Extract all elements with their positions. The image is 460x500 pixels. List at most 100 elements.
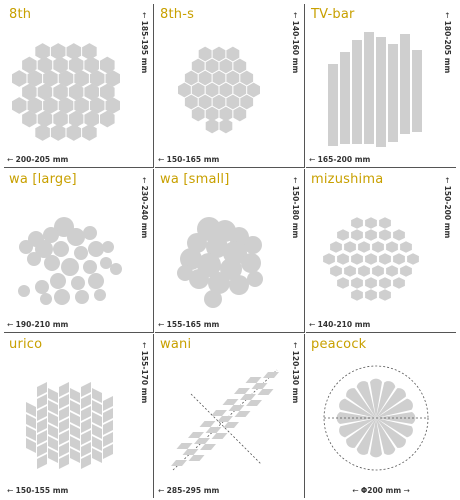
chevron-piece [48, 424, 58, 439]
hex-piece [379, 289, 391, 301]
hex-piece [84, 110, 99, 128]
hex-piece [337, 253, 349, 265]
petal-piece [376, 388, 406, 418]
chevron-piece [48, 388, 58, 403]
parallelogram-piece [205, 427, 222, 433]
tile-card-wa-large: wa [large] ← 230-240 mm ← 190-210 mm [4, 169, 154, 333]
parallelogram-piece [188, 455, 205, 461]
petal-piece [370, 378, 382, 418]
hex-piece [233, 82, 247, 98]
tile-8th-shape [12, 43, 120, 141]
chevron-piece [37, 430, 47, 445]
tile-name: wa [small] [160, 172, 230, 187]
hex-piece [240, 70, 254, 86]
circle-piece [35, 280, 49, 294]
circle-piece [71, 276, 85, 290]
hex-piece [66, 124, 82, 141]
hex-piece [379, 277, 391, 289]
height-dimension: 155-170 mm [140, 350, 149, 404]
hex-piece [219, 82, 233, 98]
hex-piece [105, 97, 120, 114]
hex-piece [89, 97, 105, 114]
hex-piece [43, 97, 58, 114]
circle-piece [247, 271, 263, 287]
chevron-piece [48, 412, 58, 427]
petal-group [376, 418, 396, 455]
tile-wa-small-shape [177, 217, 263, 308]
petal-group [339, 418, 376, 438]
bar-piece [400, 34, 410, 134]
hex-piece [365, 277, 377, 289]
circle-piece [241, 253, 261, 273]
circle-piece [61, 258, 79, 276]
hex-piece [198, 94, 212, 110]
chevron-piece [26, 438, 36, 453]
hex-piece [351, 289, 363, 301]
tile-name: 8th-s [160, 7, 195, 22]
hex-piece [351, 277, 363, 289]
parallelogram-piece [257, 389, 274, 395]
circle-piece [18, 285, 30, 297]
hex-piece [226, 70, 240, 86]
hex-piece [100, 56, 115, 74]
hex-piece [68, 110, 84, 128]
parallelogram-piece [199, 421, 216, 427]
hex-piece [400, 241, 412, 253]
petal-group [376, 381, 396, 418]
chevron-piece [81, 394, 91, 409]
chevron-piece [70, 436, 80, 451]
circle-piece [110, 263, 122, 275]
chevron-piece [59, 430, 69, 445]
hex-piece [379, 217, 391, 229]
circle-piece [102, 241, 114, 253]
hex-piece [379, 229, 391, 241]
parallelogram-piece [251, 383, 268, 389]
circle-piece [208, 272, 230, 294]
hex-piece [82, 124, 97, 141]
parallelogram-piece [194, 438, 210, 444]
petal-group [376, 418, 406, 448]
parallelogram-piece [234, 388, 250, 394]
tile-card-mizushima: mizushima ← 150-200 mm ← 140-210 mm [306, 169, 456, 333]
hex-piece [22, 56, 37, 74]
hex-piece [351, 253, 363, 265]
hex-piece [372, 265, 384, 277]
chevron-piece [26, 414, 36, 429]
chevron-piece [70, 412, 80, 427]
circle-piece [206, 236, 228, 258]
tile-card-urico: urico ← 155-170 mm ← 150-155 mm [4, 334, 154, 498]
petal-group [346, 418, 376, 448]
hex-piece [100, 83, 115, 101]
petal-group [356, 418, 376, 455]
hex-piece [393, 277, 405, 289]
hex-piece [58, 70, 74, 87]
hex-piece [379, 253, 391, 265]
petal-piece [356, 418, 376, 455]
hex-piece [358, 241, 370, 253]
circle-piece [75, 290, 89, 304]
tile-urico-shape [26, 382, 113, 469]
tile-name: TV-bar [311, 7, 355, 22]
hex-piece [337, 277, 349, 289]
circle-piece [94, 289, 106, 301]
hex-piece [386, 265, 398, 277]
tile-card-peacock: peacock ← Φ200 mm → [306, 334, 456, 498]
chevron-piece [70, 400, 80, 415]
hex-piece [212, 94, 226, 110]
tile-name: wani [160, 337, 192, 352]
hex-piece [35, 124, 50, 141]
height-dimension: 150-180 mm [291, 185, 300, 239]
petal-piece [346, 388, 376, 418]
hex-piece [66, 43, 82, 60]
hex-piece [205, 58, 219, 74]
petal-piece [376, 418, 413, 438]
parallelogram-piece [240, 394, 256, 400]
hex-piece [68, 83, 84, 101]
hex-piece [27, 70, 43, 87]
hex-piece [22, 83, 37, 101]
chevron-piece [37, 442, 47, 457]
hex-piece [27, 97, 43, 114]
height-dimension: 150-200 mm [443, 185, 452, 239]
chevron-piece [48, 400, 58, 415]
width-dimension: 150-155 mm [15, 486, 69, 495]
